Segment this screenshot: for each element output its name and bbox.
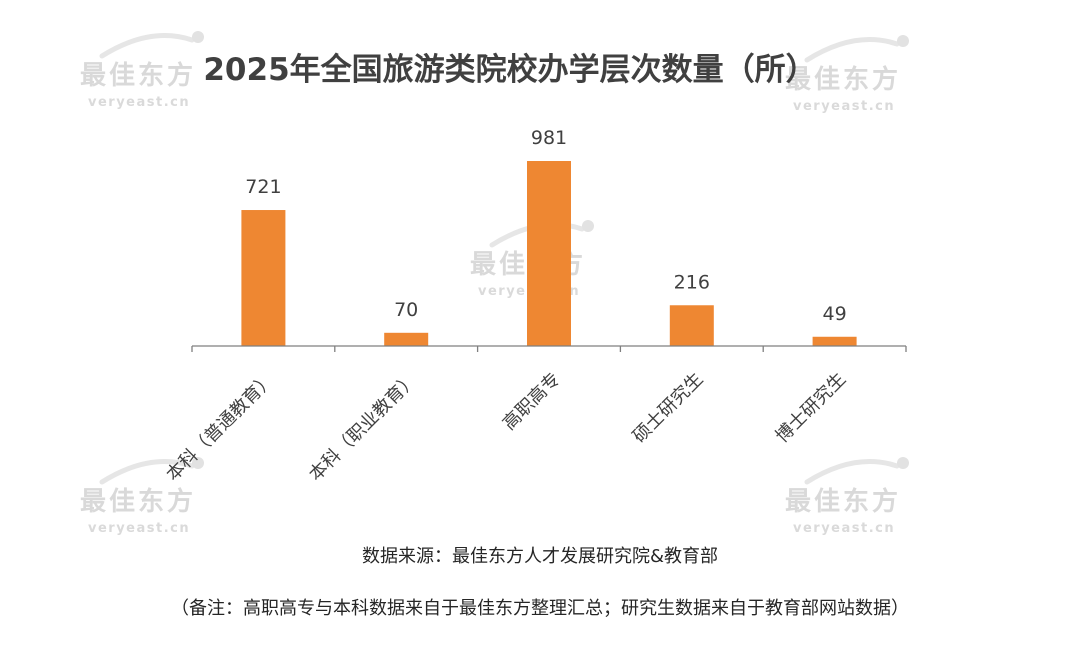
watermark-cn: 最佳东方 [80,486,196,517]
chart-title: 2025年全国旅游类院校办学层次数量（所） [203,52,816,88]
category-label: 博士研究生 [772,369,850,447]
watermark: 最佳东方 veryeast.cn [785,35,909,114]
value-labels: 721 70 981 216 49 [245,127,846,325]
bars [241,161,857,346]
watermark-swoosh-icon [804,37,900,63]
category-label: 本科（职业教育） [305,369,422,486]
x-axis-ticks [191,346,907,352]
watermark-en: veryeast.cn [88,521,190,536]
watermark-swoosh-icon [99,459,195,485]
watermark-cn: 最佳东方 [785,486,901,517]
watermark-dot-icon [192,457,204,469]
bar [384,332,429,346]
watermark: 最佳东方 veryeast.cn [785,457,909,536]
watermark-dot-icon [582,220,594,232]
value-label: 216 [674,271,710,293]
value-label: 49 [823,303,847,325]
watermark-cn: 最佳东方 [80,60,196,91]
watermark-dot-icon [897,457,909,469]
watermark-cn: 最佳东方 [785,64,901,95]
watermark-en: veryeast.cn [793,99,895,114]
bar [669,305,714,346]
watermark-swoosh-icon [804,459,900,485]
bar [241,210,286,346]
watermark: 最佳东方 veryeast.cn [80,31,204,110]
watermark-en: veryeast.cn [793,521,895,536]
value-label: 70 [394,299,418,321]
footnote: （备注：高职高专与本科数据来自于最佳东方整理汇总；研究生数据来自于教育部网站数据… [171,598,909,619]
watermarks: 最佳东方 veryeast.cn 最佳东方 veryeast.cn 最佳东方 veryea… [80,31,909,536]
value-label: 721 [245,176,281,198]
category-label: 硕士研究生 [629,369,707,447]
category-label: 本科（普通教育） [162,369,279,486]
category-labels: 本科（普通教育） 本科（职业教育） 高职高专 硕士研究生 博士研究生 [162,369,850,486]
category-label: 高职高专 [499,369,565,435]
value-label: 981 [531,127,567,149]
bar [812,336,857,346]
watermark-en: veryeast.cn [88,95,190,110]
watermark-dot-icon [192,31,204,43]
bar [527,161,571,346]
watermark: 最佳东方 veryeast.cn [80,457,204,536]
watermark-dot-icon [897,35,909,47]
watermark-swoosh-icon [99,33,195,59]
data-source: 数据来源：最佳东方人才发展研究院&教育部 [362,546,718,567]
